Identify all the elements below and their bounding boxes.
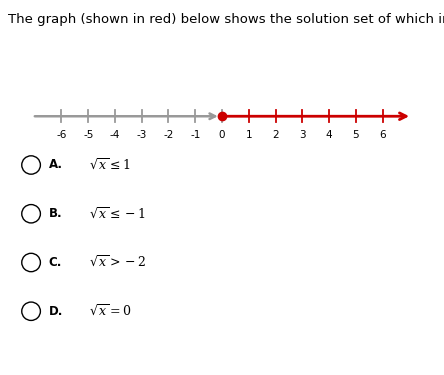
Text: 6: 6 bbox=[379, 130, 386, 140]
Text: -3: -3 bbox=[136, 130, 147, 140]
Text: 5: 5 bbox=[353, 130, 359, 140]
Text: 1: 1 bbox=[246, 130, 252, 140]
Text: 2: 2 bbox=[272, 130, 279, 140]
Text: -1: -1 bbox=[190, 130, 200, 140]
Text: -4: -4 bbox=[110, 130, 120, 140]
Text: $\sqrt{x} \leq -1$: $\sqrt{x} \leq -1$ bbox=[89, 206, 146, 221]
Text: 0: 0 bbox=[219, 130, 225, 140]
Text: C.: C. bbox=[49, 256, 62, 269]
Text: $\sqrt{x} \leq 1$: $\sqrt{x} \leq 1$ bbox=[89, 158, 131, 172]
Text: $\sqrt{x} > -2$: $\sqrt{x} > -2$ bbox=[89, 255, 146, 270]
Text: -6: -6 bbox=[56, 130, 67, 140]
Text: B.: B. bbox=[49, 207, 63, 220]
Text: A.: A. bbox=[49, 159, 63, 171]
Text: 3: 3 bbox=[299, 130, 305, 140]
Text: -5: -5 bbox=[83, 130, 93, 140]
Text: $\sqrt{x} = 0$: $\sqrt{x} = 0$ bbox=[89, 304, 131, 319]
Text: -2: -2 bbox=[163, 130, 174, 140]
Text: D.: D. bbox=[49, 305, 63, 318]
Text: 4: 4 bbox=[326, 130, 333, 140]
Text: The graph (shown in red) below shows the solution set of which inequality?: The graph (shown in red) below shows the… bbox=[8, 13, 444, 26]
